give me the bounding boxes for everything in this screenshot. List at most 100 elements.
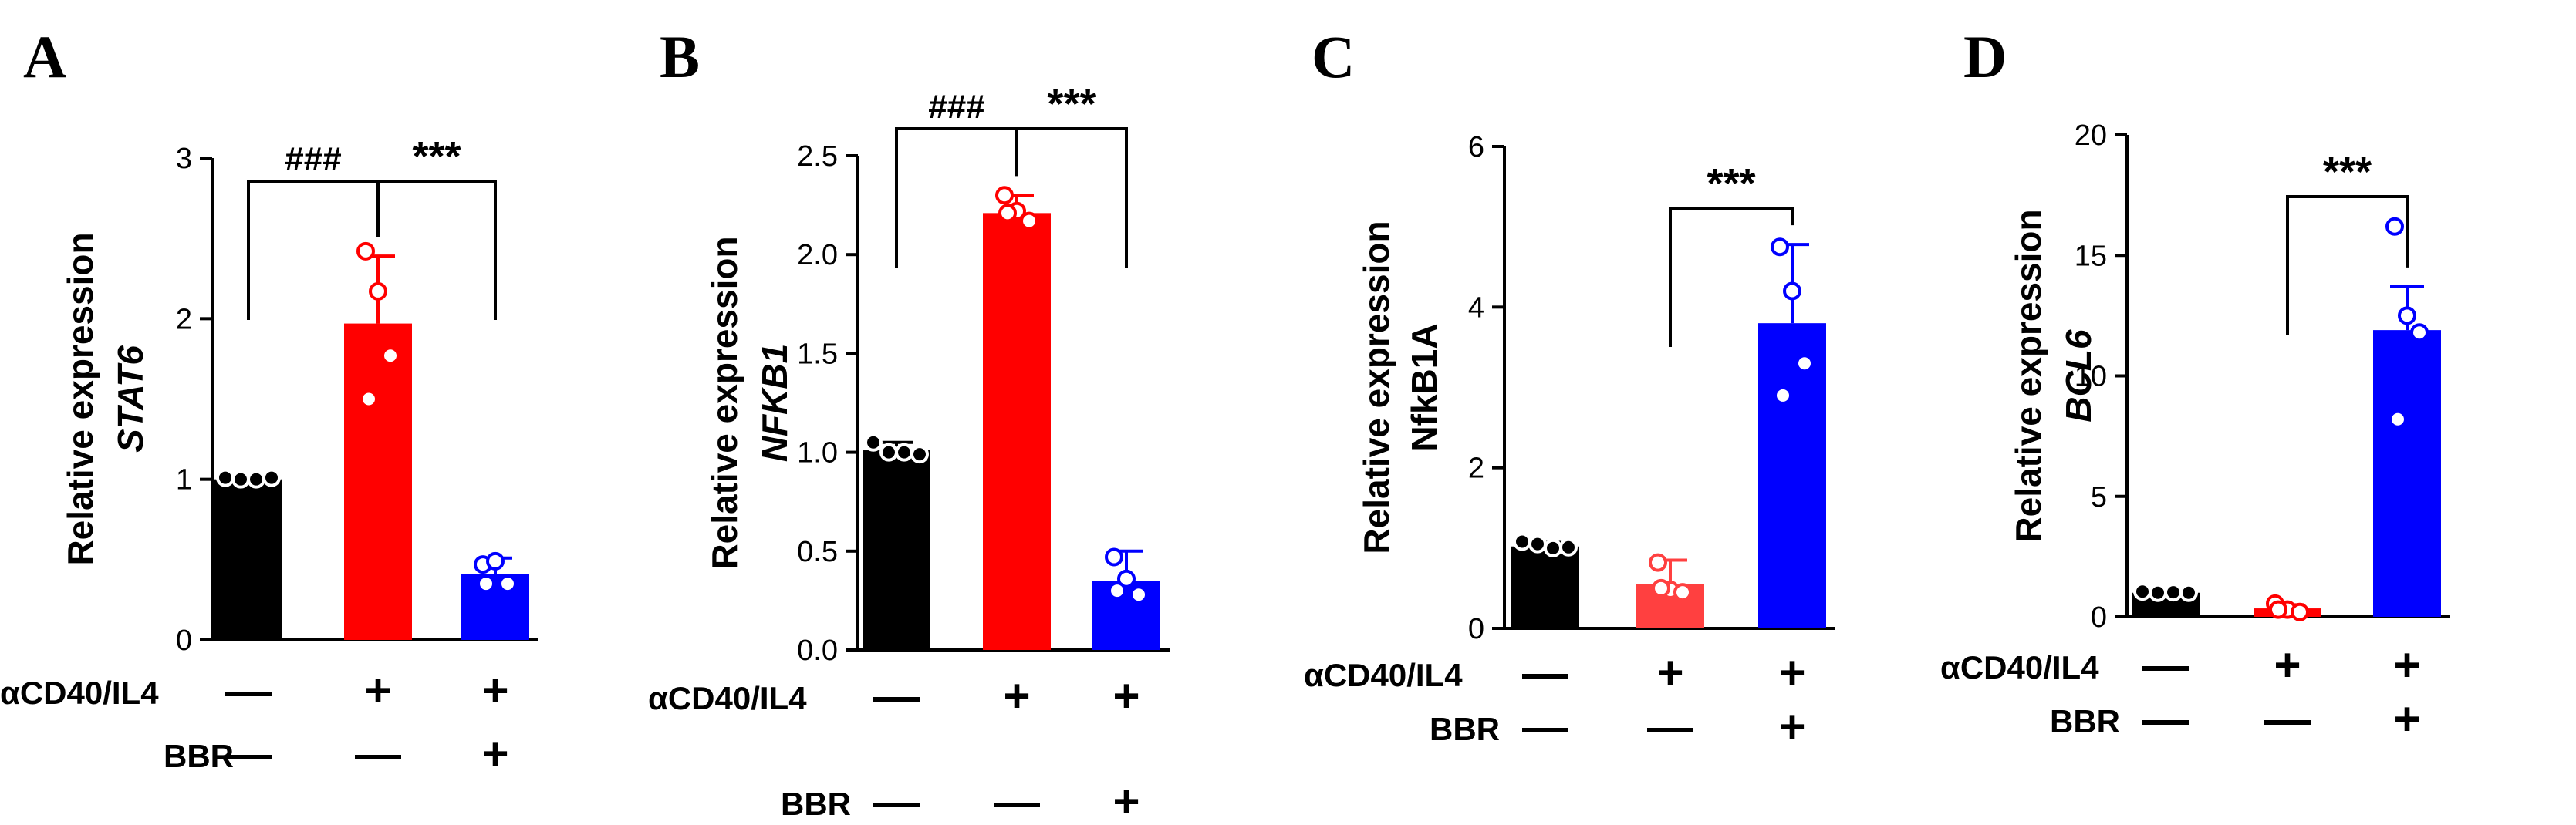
condition-mark: —: [1522, 647, 1568, 699]
y-tick-label: 15: [2075, 240, 2107, 272]
data-point: [1105, 547, 1123, 567]
significance-stars: ***: [1707, 160, 1755, 207]
data-point: [2291, 602, 2309, 621]
significance-stars: ***: [412, 133, 461, 180]
condition-mark: +: [364, 665, 391, 716]
data-point: [498, 574, 517, 594]
data-point: [381, 346, 400, 365]
significance-bracket: [376, 180, 497, 320]
y-tick-label: 5: [2091, 481, 2107, 514]
y-axis-gene-label: NFKB1: [755, 344, 795, 462]
y-tick-label: 2.0: [797, 239, 838, 271]
panel-b: B 0.0 0.5 1.0 1.5 2.0 2.5 Relative expression NF…: [648, 23, 1170, 825]
data-point: [1652, 578, 1670, 598]
significance-bracket: [1669, 207, 1794, 347]
data-point: [2269, 600, 2287, 619]
y-tick-label: 1: [176, 464, 192, 497]
y-tick-label: 2: [1468, 453, 1484, 485]
bar-control: [214, 479, 282, 640]
y-tick-label: 20: [2075, 120, 2107, 152]
data-point: [998, 204, 1017, 223]
data-point: [360, 389, 378, 409]
significance-stars: ***: [1047, 81, 1096, 127]
data-point: [2133, 582, 2152, 601]
condition-mark: +: [1656, 647, 1683, 699]
data-point: [910, 445, 929, 464]
y-axis-label: Relative expression: [1356, 221, 1396, 554]
condition-mark: —: [873, 776, 920, 825]
data-point: [879, 443, 898, 462]
condition-mark: +: [2393, 693, 2420, 745]
y-tick-label: 1.0: [797, 437, 838, 470]
data-point: [2398, 306, 2416, 325]
condition-mark: —: [355, 728, 401, 780]
condition-mark: +: [1112, 776, 1139, 825]
y-tick-label: 0.5: [797, 536, 838, 568]
y-tick-label: 0: [1468, 613, 1484, 645]
condition-mark: —: [225, 665, 272, 716]
condition-label-bbr: BBR: [1430, 711, 1500, 747]
data-point: [356, 241, 375, 261]
hash-annotation: ###: [285, 140, 341, 178]
condition-mark: —: [1647, 701, 1693, 753]
y-axis-label: Relative expression: [2008, 209, 2048, 542]
data-point: [1774, 386, 1792, 405]
data-point: [216, 468, 235, 487]
condition-mark: —: [873, 670, 920, 722]
condition-mark: +: [1112, 670, 1139, 722]
panel-letter: A: [23, 23, 66, 90]
data-point: [2179, 583, 2198, 602]
y-tick-label: 10: [2075, 361, 2107, 393]
panel-letter: D: [1963, 23, 2007, 90]
significance-bracket: [2286, 195, 2409, 335]
data-point: [1771, 237, 1789, 257]
data-point: [1649, 553, 1667, 572]
y-tick-label: 3: [176, 143, 192, 175]
data-point: [1559, 537, 1578, 557]
condition-mark: —: [1522, 701, 1568, 753]
hash-annotation: ###: [928, 88, 984, 126]
data-point: [1783, 281, 1801, 301]
data-point: [247, 470, 265, 489]
y-axis-gene-label: NfkB1A: [1404, 323, 1444, 451]
data-point: [1673, 583, 1692, 602]
panel-c: C 0 2 4 6 Relative expression NfkB1A *** αCD40/I…: [1304, 23, 1835, 753]
bar-acd40-il4-bbr: [1758, 323, 1826, 628]
data-point: [231, 470, 250, 489]
condition-mark: —: [2142, 693, 2189, 745]
panel-a: A 0 1 2 3 Relative expression STAT6 ### *** αCD40…: [0, 23, 538, 780]
condition-label-bbr: BBR: [164, 738, 234, 774]
bar-acd40-il4-bbr: [2373, 330, 2441, 617]
data-point: [895, 443, 913, 462]
bar-acd40-il4-bbr: [461, 574, 529, 640]
data-point: [2164, 583, 2183, 602]
data-point: [1108, 581, 1126, 601]
data-point: [2149, 583, 2167, 602]
y-axis-gene-label: STAT6: [110, 345, 150, 453]
condition-mark: +: [1778, 647, 1805, 699]
data-point: [2385, 217, 2404, 236]
data-point: [477, 574, 495, 594]
data-point: [995, 186, 1014, 205]
condition-mark: +: [2393, 639, 2420, 691]
y-tick-label: 1.5: [797, 338, 838, 370]
bar-acd40-il4: [983, 213, 1051, 651]
y-tick-label: 6: [1468, 131, 1484, 163]
y-axis-gene-label: BCL6: [2058, 329, 2098, 423]
condition-mark: —: [2142, 639, 2189, 691]
data-point: [262, 468, 281, 487]
bar-acd40-il4: [344, 323, 412, 640]
y-tick-label: 0.0: [797, 635, 838, 667]
condition-mark: +: [1003, 670, 1030, 722]
condition-mark: +: [2274, 639, 2301, 691]
condition-label-acd40-il4: αCD40/IL4: [1940, 649, 2099, 685]
condition-label-acd40-il4: αCD40/IL4: [1304, 657, 1463, 693]
y-tick-label: 4: [1468, 291, 1484, 324]
condition-mark: +: [481, 665, 508, 716]
data-point: [864, 433, 883, 452]
data-point: [2410, 323, 2429, 342]
y-axis-label: Relative expression: [704, 236, 744, 569]
data-point: [486, 551, 505, 571]
data-point: [1513, 532, 1531, 551]
